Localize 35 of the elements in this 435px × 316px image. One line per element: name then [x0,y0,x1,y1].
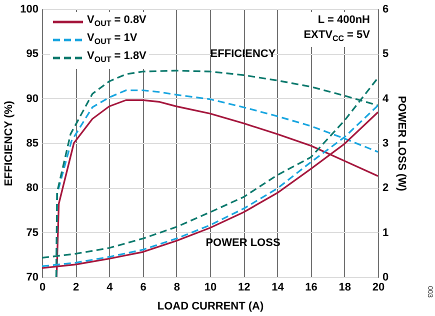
y2-tick-label: 5 [382,48,389,60]
x-tick-label: 20 [372,282,385,294]
y-tick-label: 90 [26,92,38,105]
y2-tick-label: 0 [382,272,389,284]
y-tick-label: 75 [26,226,38,239]
y2-axis-title: POWER LOSS (W) [396,96,408,192]
x-tick-label: 16 [305,282,318,294]
x-tick-label: 4 [106,282,114,294]
x-tick-label: 8 [174,282,180,294]
annotation: POWER LOSS [206,237,280,249]
annotation: L = 400nH [316,13,370,28]
y-tick-label: 95 [26,48,38,60]
y2-tick-label: 4 [382,92,390,105]
y-axis-title: EFFICIENCY (%) [3,100,16,186]
y2-tick-label: 3 [382,138,389,150]
x-axis-title: LOAD CURRENT (A) [157,300,264,312]
x-tick-label: 6 [140,282,146,294]
y2-tick-label: 2 [382,182,389,194]
y-tick-label: 70 [26,272,38,284]
y-tick-label: 80 [26,182,38,194]
annotation: EFFICIENCY [210,48,276,60]
x-tick-label: 0 [39,282,46,294]
legend-label: V$_{OUT}$ = 1V [87,31,138,48]
x-tick-label: 14 [272,282,285,294]
legend-label: V$_{OUT}$ = 1.8V [87,49,146,67]
x-tick-label: 10 [204,282,217,294]
y2-tick-label: 6 [382,4,389,16]
x-tick-label: 12 [238,282,250,294]
y-tick-label: 85 [26,138,38,150]
y2-tick-label: 1 [382,226,389,239]
y-tick-label: 100 [20,4,38,16]
annotation: EXTV$_{CC}$ = 5V [304,28,370,46]
legend-label: V$_{OUT}$ = 0.8V [87,13,146,30]
x-tick-label: 2 [73,282,80,294]
x-tick-label: 18 [338,282,352,294]
